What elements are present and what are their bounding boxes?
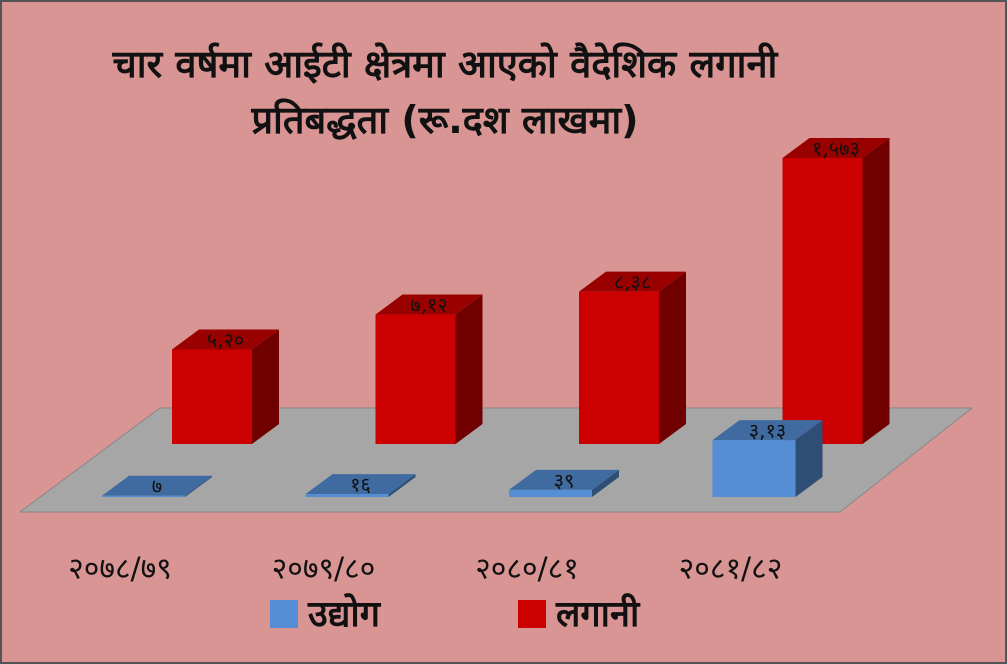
data-label: १,५७३ [812,137,860,161]
bar-side [252,329,279,444]
bar-side [795,420,823,497]
data-label: ७ [152,474,162,498]
x-tick-label: २०८१/८२ [679,552,783,587]
bar-side [455,294,483,444]
bar-front [782,158,863,444]
bar [712,420,823,497]
bar-front [509,489,592,497]
data-label: ८,३८ [614,270,652,294]
bar [305,474,416,497]
x-tick-label: २०७८/७९ [68,552,172,587]
bar-top [782,138,890,158]
bar-front [375,314,456,444]
bar [579,271,686,444]
bar-top [375,294,483,315]
bar-front [712,440,796,497]
legend-swatch [518,600,546,628]
bar-top [579,271,686,292]
bar-top [509,469,619,490]
legend-label: लगानी [555,593,641,635]
chart-title: चार वर्षमा आईटी क्षेत्रमा आएको वैदेशिक ल… [112,42,778,142]
data-label: ३,१३ [749,419,787,443]
data-label: ५,२० [207,328,245,352]
bar [509,469,619,497]
bar-side [659,271,686,444]
bar-front [102,495,185,497]
x-tick-label: २०७९/८० [272,552,376,587]
bar [102,475,212,497]
legend-swatch [270,600,298,628]
bar-front [579,291,659,444]
bar-side [388,474,416,497]
bar-top [712,420,823,441]
bar [375,294,483,444]
bar [782,138,890,444]
data-label: १६ [350,473,371,497]
bar-top [102,475,212,496]
bar-side [185,475,212,497]
data-label: ३९ [554,468,575,492]
bar-side [862,138,890,444]
bar-front [305,494,389,497]
bar-front [172,349,252,444]
bar-top [305,474,416,495]
x-tick-label: २०८०/८१ [475,552,579,587]
bar-side [592,469,619,497]
bar [172,329,279,444]
data-label: ७,१२ [410,293,448,317]
legend-label: उद्योग [307,593,382,635]
bar-top [172,329,279,350]
